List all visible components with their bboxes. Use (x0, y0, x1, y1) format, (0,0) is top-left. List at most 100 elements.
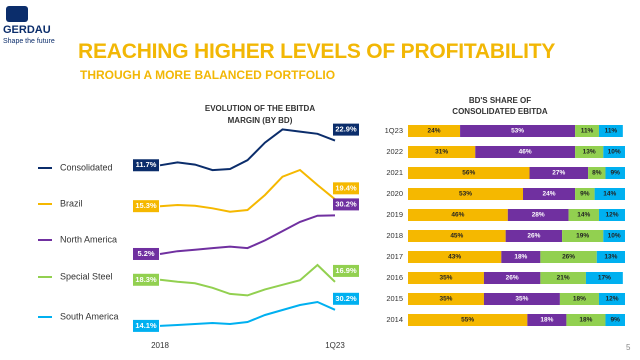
bar-segment (540, 251, 597, 263)
y-tick-label: 2019 (386, 210, 403, 219)
bar-segment (408, 314, 528, 326)
bar-segment (408, 167, 530, 179)
data-label: 8% (592, 170, 602, 177)
bar-segment (559, 293, 599, 305)
data-label: 26% (562, 254, 575, 261)
data-label: 18% (573, 296, 586, 303)
bar-segment (408, 209, 508, 221)
data-label: 18% (579, 317, 592, 324)
bar-segment (408, 146, 476, 158)
data-label: 46% (451, 212, 464, 219)
data-label: 9% (611, 170, 621, 177)
data-label: 11.7% (136, 160, 157, 169)
y-tick-label: 2016 (386, 273, 403, 282)
y-tick-label: 1Q23 (385, 126, 403, 135)
bar-segment (603, 230, 625, 242)
data-label: 19% (576, 233, 589, 240)
bar-segment (475, 146, 576, 158)
label-box (133, 319, 159, 332)
data-label: 35% (439, 296, 452, 303)
data-label: 9% (611, 317, 621, 324)
data-label: 24% (428, 128, 441, 135)
y-tick-label: 2020 (386, 189, 403, 198)
bar-segment (605, 314, 625, 326)
data-label: 17% (598, 275, 611, 282)
series-line (159, 128, 336, 172)
data-label: 18% (514, 254, 527, 261)
bar-segment (588, 167, 606, 179)
y-tick-label: 2021 (386, 168, 403, 177)
data-label: 9% (580, 191, 590, 198)
label-box (133, 247, 159, 260)
logo: GERDAU (3, 24, 51, 36)
bar-segment (605, 167, 625, 179)
data-label: 45% (450, 233, 463, 240)
bar-segment (562, 230, 604, 242)
y-tick-label: 2018 (386, 231, 403, 240)
data-label: 19.4% (335, 183, 357, 192)
data-label: 30.2% (335, 294, 357, 303)
data-label: 14% (603, 191, 616, 198)
legend-label: North America (60, 234, 117, 244)
legend-label: Consolidated (60, 162, 113, 172)
page-number: 5 (626, 343, 631, 352)
data-label: 14.1% (135, 321, 157, 330)
legend-label: Special Steel (60, 271, 113, 281)
bar-segment (596, 251, 625, 263)
bar-segment (483, 293, 560, 305)
data-label: 11% (605, 128, 618, 135)
label-box (133, 159, 159, 172)
bar-segment (598, 293, 625, 305)
tagline: Shape the future (3, 38, 55, 45)
bar-segment (568, 209, 599, 221)
data-label: 31% (435, 149, 448, 156)
data-label: 15.3% (135, 201, 157, 210)
series-line (159, 300, 336, 327)
bar-segment (566, 314, 606, 326)
bar-segment (483, 272, 541, 284)
data-label: 27% (552, 170, 565, 177)
bar-segment (408, 293, 484, 305)
bar-segment (585, 272, 623, 284)
series-line (159, 263, 336, 297)
data-label: 21% (557, 275, 570, 282)
data-label: 26% (527, 233, 540, 240)
data-label: 35% (439, 275, 452, 282)
label-box (133, 200, 159, 213)
bar-segment (575, 125, 599, 137)
data-label: 10% (608, 149, 621, 156)
bar-segment (527, 314, 567, 326)
bar-segment (460, 125, 576, 137)
data-label: 18.3% (135, 275, 157, 284)
data-label: 22.9% (335, 125, 357, 134)
bar-segment (598, 209, 625, 221)
bar-segment (408, 272, 484, 284)
series-line (159, 214, 336, 255)
bar-segment (408, 125, 461, 137)
data-label: 13% (604, 254, 617, 261)
y-tick-label: 2017 (386, 252, 403, 261)
y-tick-label: 2022 (386, 147, 403, 156)
bar-segment (408, 230, 506, 242)
data-label: 43% (448, 254, 461, 261)
data-label: 56% (462, 170, 475, 177)
bar-segment (501, 251, 541, 263)
data-label: 5.2% (137, 249, 154, 258)
legend-label: South America (60, 311, 119, 321)
subtitle: THROUGH A MORE BALANCED PORTFOLIO (80, 68, 336, 82)
x-tick-label: 1Q23 (325, 341, 345, 350)
data-label: 28% (532, 212, 545, 219)
label-box (333, 198, 359, 211)
label-box (333, 264, 359, 277)
data-label: 13% (583, 149, 596, 156)
chart-title: BD'S SHARE OF CONSOLIDATED EBITDA (452, 96, 548, 116)
data-label: 14% (577, 212, 590, 219)
data-label: 26% (506, 275, 519, 282)
data-label: 24% (543, 191, 556, 198)
data-label: 53% (511, 128, 524, 135)
data-label: 30.2% (335, 199, 357, 208)
data-label: 35% (515, 296, 528, 303)
label-box (333, 123, 359, 136)
x-tick-label: 2018 (151, 341, 169, 350)
